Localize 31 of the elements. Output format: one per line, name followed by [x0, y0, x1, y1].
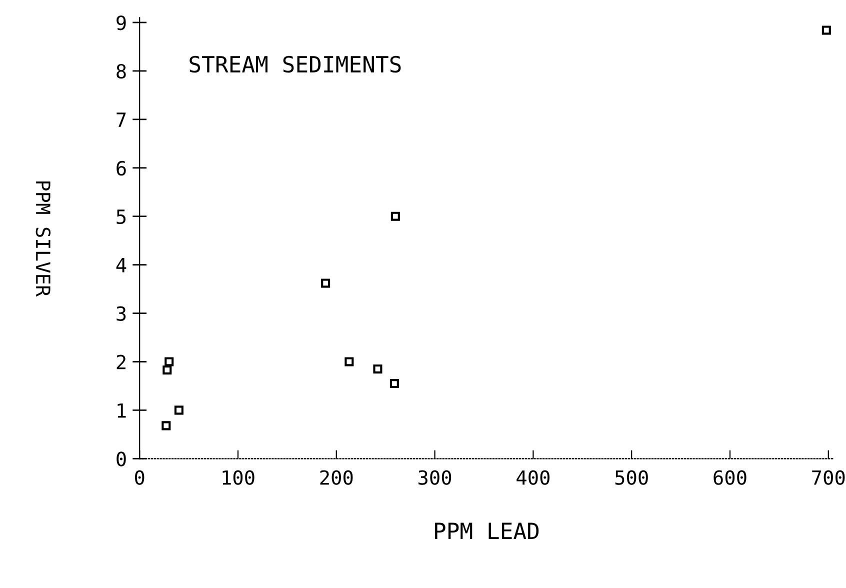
x-tick-label: 100 — [222, 470, 254, 485]
y-tick-label: 5 — [116, 210, 126, 224]
text: STREAM SEDIMENTS — [190, 56, 401, 73]
y-tick-label: 1 — [118, 403, 126, 418]
point — [162, 421, 171, 430]
x-tick-label: 300 — [418, 470, 452, 485]
y-tick-label: 2 — [116, 354, 126, 370]
x-tick-label: 700 — [812, 470, 845, 485]
point — [373, 364, 382, 374]
y-tick-label: 9 — [116, 15, 126, 30]
point — [390, 379, 399, 388]
y-tick-label: 7 — [116, 112, 126, 127]
point — [321, 278, 330, 288]
y-axis-title: PPM SILVER — [36, 181, 51, 297]
x-tick-label: 500 — [615, 470, 648, 485]
x-tick-label: 200 — [320, 470, 353, 485]
point — [390, 212, 400, 221]
y-tick-label: 6 — [116, 160, 126, 176]
point — [162, 365, 172, 374]
y-tick-label: 8 — [116, 64, 126, 79]
y-tick-label: 3 — [116, 306, 126, 321]
y-tick-label: 0 — [116, 452, 126, 466]
x-tick-label: 600 — [714, 470, 746, 485]
point — [174, 406, 184, 415]
x-tick-label: 400 — [516, 470, 550, 485]
x-tick-label: 0 — [135, 470, 144, 485]
x-axis-title: PPM LEAD — [435, 522, 539, 540]
point — [344, 357, 354, 366]
y-tick-label: 4 — [116, 258, 126, 272]
point — [164, 357, 174, 366]
point — [822, 26, 831, 35]
